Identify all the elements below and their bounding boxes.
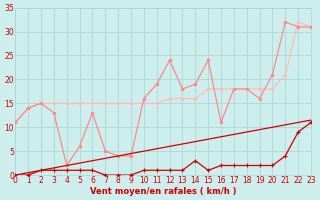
X-axis label: Vent moyen/en rafales ( km/h ): Vent moyen/en rafales ( km/h )	[90, 187, 236, 196]
